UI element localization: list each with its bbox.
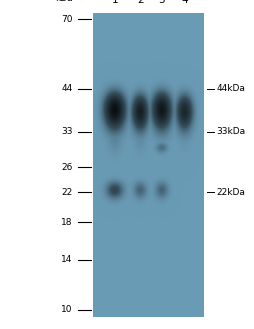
Text: 1: 1 bbox=[111, 0, 118, 5]
Text: 3: 3 bbox=[158, 0, 165, 5]
Text: 26: 26 bbox=[61, 163, 72, 172]
Text: 22: 22 bbox=[61, 188, 72, 197]
Text: 33: 33 bbox=[61, 127, 72, 136]
Text: 18: 18 bbox=[61, 217, 72, 227]
Bar bbox=[93, 13, 203, 317]
Text: 44: 44 bbox=[61, 84, 72, 93]
Text: 44kDa: 44kDa bbox=[216, 84, 245, 93]
Text: 14: 14 bbox=[61, 255, 72, 264]
Text: 10: 10 bbox=[61, 305, 72, 314]
Text: 2: 2 bbox=[136, 0, 143, 5]
Text: 70: 70 bbox=[61, 15, 72, 24]
Text: 4: 4 bbox=[181, 0, 187, 5]
Text: kDa: kDa bbox=[55, 0, 72, 3]
Text: 33kDa: 33kDa bbox=[216, 127, 245, 136]
Text: 22kDa: 22kDa bbox=[216, 188, 245, 197]
